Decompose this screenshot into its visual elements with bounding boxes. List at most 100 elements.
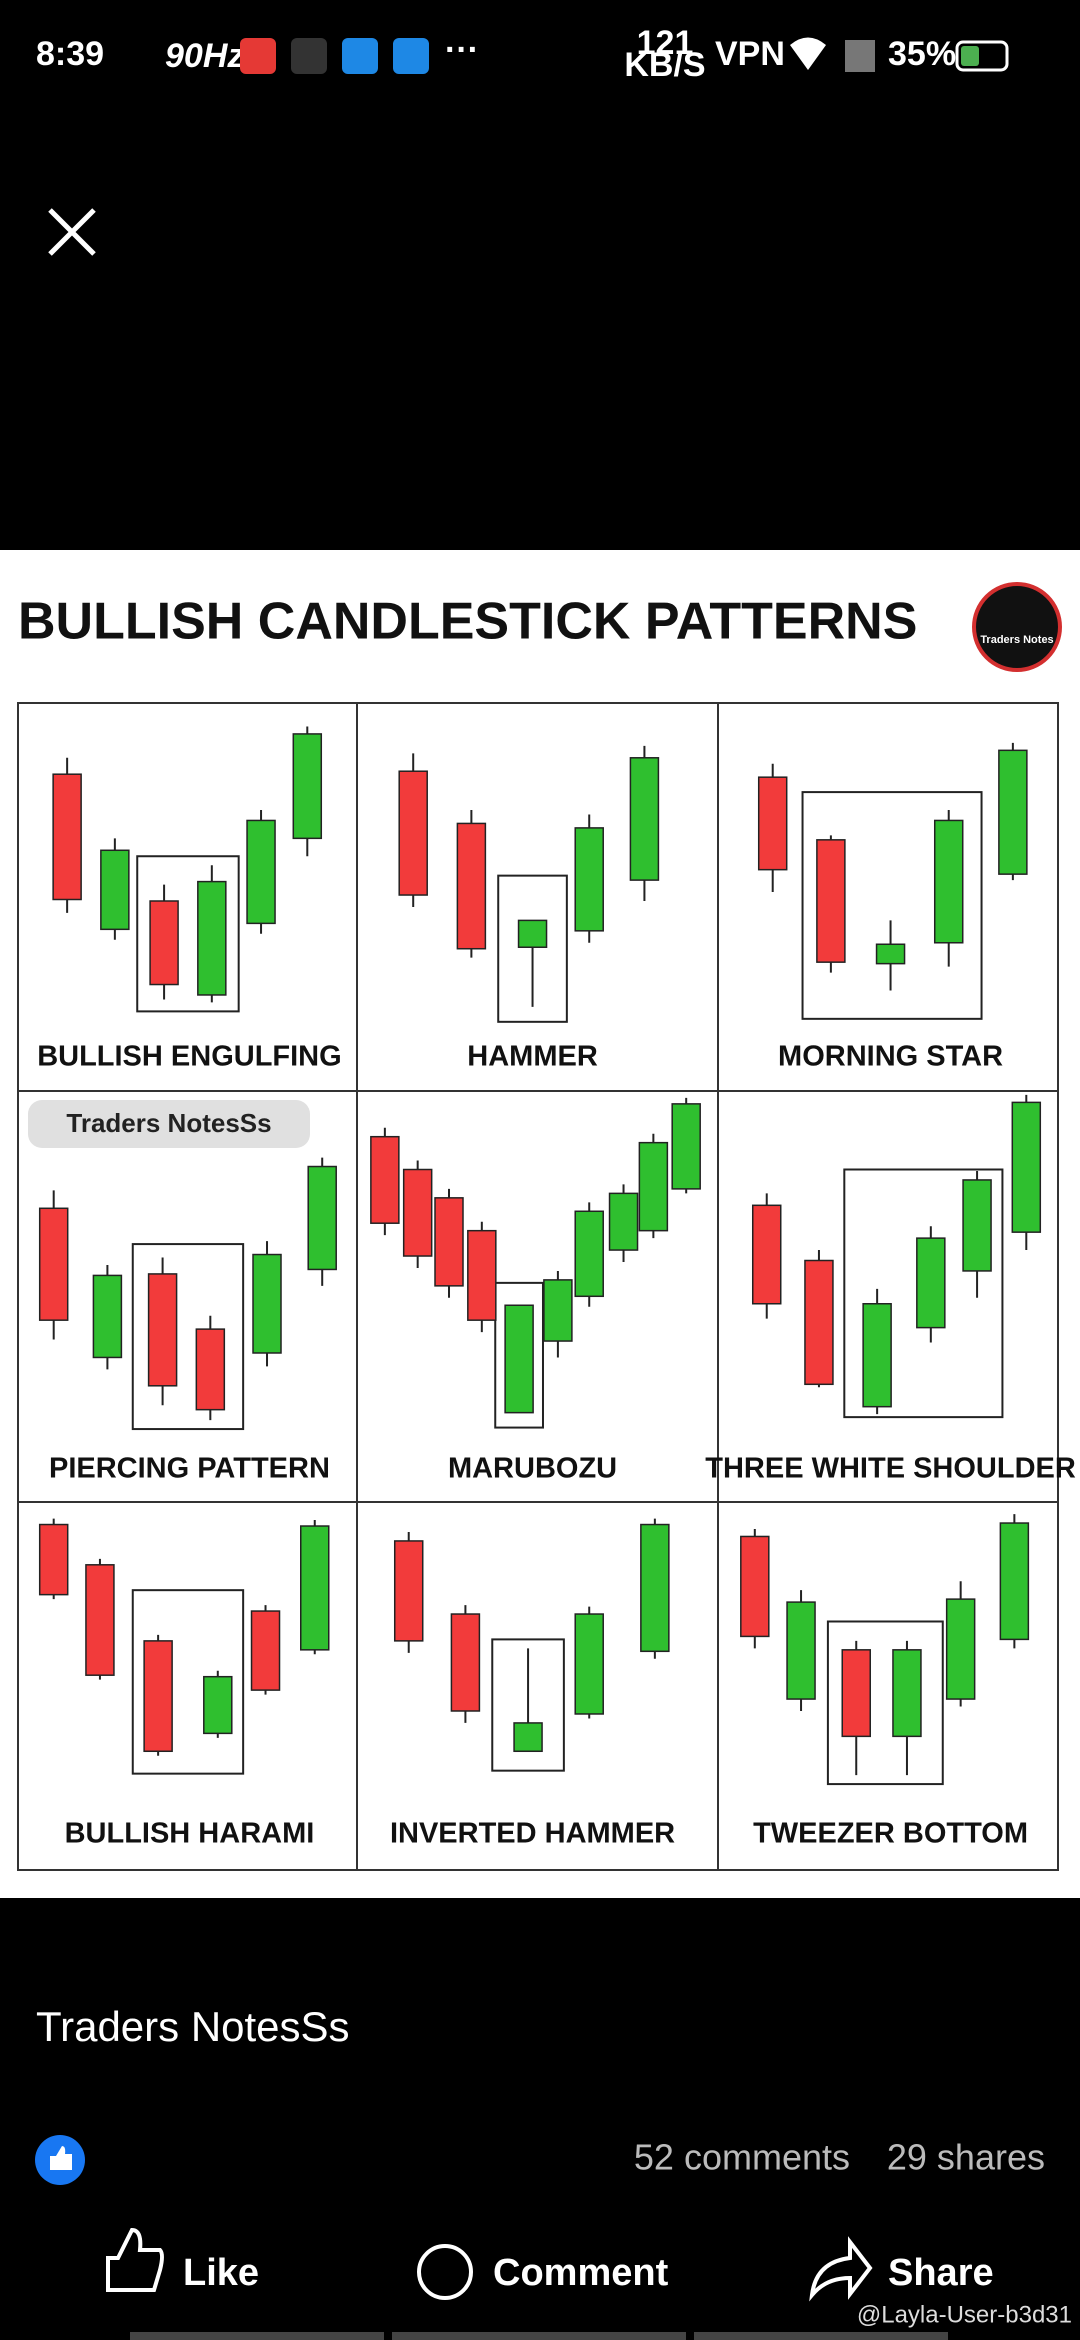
comment-icon[interactable] <box>417 2244 473 2300</box>
candle-body <box>467 1229 497 1321</box>
pattern-box <box>136 855 240 1013</box>
pattern-label: MORNING STAR <box>778 1041 1003 1073</box>
share-icon[interactable] <box>809 2236 873 2302</box>
candle-body <box>543 1279 573 1342</box>
candle-body <box>147 1273 178 1387</box>
battery-fill <box>961 46 979 66</box>
candle-body <box>816 839 846 963</box>
app-icon <box>393 38 429 74</box>
candle-body <box>574 1210 604 1298</box>
candle-body <box>638 1141 669 1232</box>
wifi-icon <box>790 37 826 70</box>
candle-body <box>402 1168 433 1257</box>
candle-body <box>195 1328 226 1411</box>
candle-body <box>804 1259 834 1386</box>
post-image: BULLISH CANDLESTICK PATTERNS Traders Not… <box>0 550 1080 1898</box>
comment-count[interactable]: 52 comments <box>634 2137 850 2178</box>
pattern-label: BULLISH HARAMI <box>65 1818 315 1850</box>
pattern-label: BULLISH ENGULFING <box>37 1041 342 1073</box>
watermark-badge <box>28 1100 310 1148</box>
post-author: Traders NotesSs <box>36 2003 350 2050</box>
candle-body <box>203 1675 233 1735</box>
vpn: VPN <box>715 35 785 73</box>
pattern-label: PIERCING PATTERN <box>49 1453 330 1485</box>
more: ··· <box>445 31 479 69</box>
battery-icon <box>955 40 1009 72</box>
candle-body <box>862 1303 892 1408</box>
signal-icon <box>845 40 875 72</box>
pattern-label: THREE WHITE SHOULDER <box>705 1453 1076 1485</box>
app-icon <box>342 38 378 74</box>
candle-body <box>640 1523 670 1653</box>
candle-body <box>504 1304 534 1414</box>
candle-body <box>450 1613 481 1712</box>
user-watermark: @Layla-User-b3d31 <box>857 2301 1072 2328</box>
pattern-label: INVERTED HAMMER <box>390 1818 675 1850</box>
like-icon[interactable] <box>106 2227 164 2292</box>
candle-body <box>1011 1101 1042 1233</box>
like-reaction-icon <box>50 2146 72 2170</box>
app-icon <box>240 38 276 74</box>
pattern-box <box>801 791 983 1020</box>
candle-body <box>85 1564 115 1676</box>
nav-segment <box>694 2332 948 2340</box>
candle-body <box>92 1274 123 1359</box>
candle-body <box>841 1649 871 1738</box>
logo-text: Traders Notes <box>980 634 1053 646</box>
comment-button[interactable]: Comment <box>493 2252 669 2294</box>
app-icon <box>291 38 327 74</box>
candle-body <box>252 1253 282 1354</box>
logo <box>972 582 1062 672</box>
candle-body <box>143 1640 173 1753</box>
candle-body <box>393 1540 424 1642</box>
pattern-box <box>131 1589 245 1775</box>
candle-body <box>892 1649 922 1738</box>
candle-body <box>513 1722 543 1753</box>
candle-body <box>52 773 82 901</box>
candle-body <box>300 1525 330 1651</box>
candle-body <box>398 770 428 896</box>
candle-body <box>38 1207 69 1321</box>
share-button[interactable]: Share <box>888 2252 994 2294</box>
share-count[interactable]: 29 shares <box>887 2137 1045 2178</box>
nav-segment <box>130 2332 384 2340</box>
candle-body <box>149 900 179 986</box>
grid-lines <box>18 703 1058 1870</box>
candle-body <box>38 1523 69 1596</box>
candle-body <box>250 1610 281 1691</box>
candle-body <box>246 819 276 925</box>
candle-body <box>945 1598 976 1700</box>
like-button[interactable]: Like <box>183 2252 259 2294</box>
watermark: Traders NotesSs <box>66 1108 271 1138</box>
pattern-box <box>497 874 568 1023</box>
pattern-label: MARUBOZU <box>448 1453 617 1485</box>
refresh-rate: 90Hz <box>165 37 244 75</box>
pattern-box <box>826 1620 944 1786</box>
candle-body <box>574 827 604 932</box>
pattern-label: TWEEZER BOTTOM <box>753 1818 1028 1850</box>
candle-body <box>998 749 1028 875</box>
pattern-box <box>843 1168 1004 1419</box>
candle-body <box>517 919 548 948</box>
candle-body <box>916 1237 946 1329</box>
candle-body <box>434 1197 464 1287</box>
candle-body <box>999 1522 1030 1641</box>
nav-segment <box>392 2332 686 2340</box>
grid-frame <box>17 702 1059 1871</box>
candle-body <box>574 1613 604 1715</box>
candle-body <box>786 1601 816 1700</box>
candle-body <box>751 1204 782 1305</box>
net-speed: 121 <box>637 24 694 62</box>
image-title: BULLISH CANDLESTICK PATTERNS <box>18 593 917 651</box>
pattern-box <box>494 1281 544 1429</box>
pattern-box <box>491 1638 565 1772</box>
candle-body <box>608 1192 639 1251</box>
candle-body <box>307 1165 337 1271</box>
time: 8:39 <box>36 35 104 73</box>
close-button[interactable] <box>48 208 96 256</box>
candle-body <box>292 733 323 840</box>
battery-level: 35% <box>888 35 956 73</box>
candle-body <box>197 880 227 996</box>
candle-body <box>629 757 660 881</box>
